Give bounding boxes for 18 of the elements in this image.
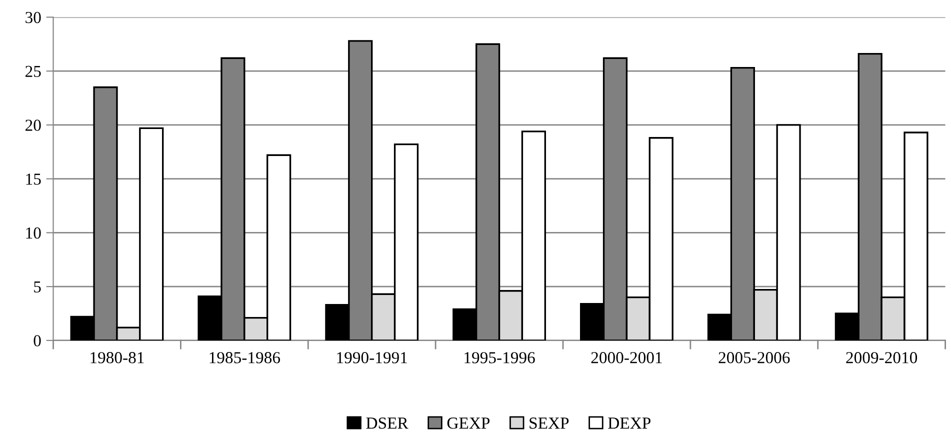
legend-label: GEXP bbox=[447, 418, 490, 429]
y-tick-label: 15 bbox=[26, 174, 41, 185]
x-tick-label: 1985-1986 bbox=[210, 352, 280, 364]
x-tick-label: 2009-2010 bbox=[846, 352, 918, 364]
x-tick-label: 1980-81 bbox=[90, 352, 144, 364]
legend-label: DSER bbox=[366, 418, 408, 429]
x-tick-label: 1995-1996 bbox=[464, 352, 535, 364]
y-tick-label: 0 bbox=[34, 335, 41, 346]
x-tick-label: 2000-2001 bbox=[591, 352, 662, 364]
legend-label: DEXP bbox=[608, 418, 650, 429]
x-tick-label: 1990-1991 bbox=[337, 352, 407, 364]
legend-label: SEXP bbox=[530, 418, 569, 429]
y-tick-label: 20 bbox=[26, 120, 41, 131]
x-tick-label: 2005-2006 bbox=[718, 352, 790, 364]
y-tick-label: 5 bbox=[34, 281, 41, 293]
y-tick-label: 25 bbox=[26, 66, 41, 78]
y-tick-label: 10 bbox=[26, 227, 41, 239]
y-tick-label: 30 bbox=[26, 12, 41, 24]
